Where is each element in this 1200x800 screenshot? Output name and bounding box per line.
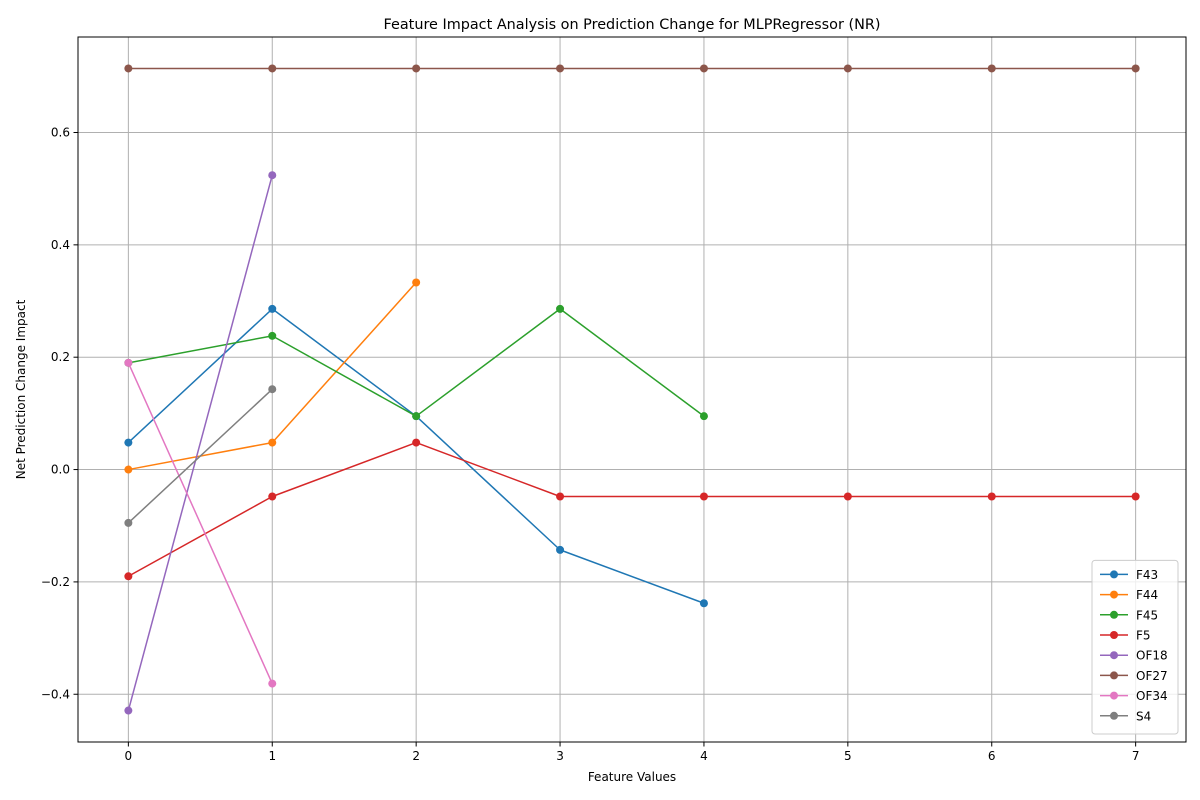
x-tick-label: 6 [988,749,996,763]
legend-marker-swatch [1110,610,1118,619]
data-point-f5 [1131,492,1140,501]
legend: F43 F44 F45 F5 OF18 OF27 OF34 S4 [1091,559,1179,735]
legend-entry: OF34 [1100,689,1168,703]
legend-label: F44 [1136,588,1158,602]
data-point-of27 [268,64,277,73]
data-point-f44 [412,278,421,287]
x-tick-label: 3 [556,749,564,763]
x-tick-label: 5 [844,749,852,763]
chart-title: Feature Impact Analysis on Prediction Ch… [384,17,881,33]
data-point-of18 [124,706,133,715]
legend-marker-swatch [1110,570,1118,579]
data-point-of34 [268,679,277,688]
data-point-f43 [268,304,277,313]
series-f5 [124,438,1140,581]
legend-entry: F45 [1100,608,1158,622]
data-point-f5 [268,492,277,501]
data-point-of34 [124,358,133,367]
data-point-s4 [124,518,133,527]
data-point-of27 [843,64,852,73]
series-line-of34 [127,361,274,685]
series-f44 [124,278,421,474]
grid-layer [78,37,1186,742]
series-s4 [124,385,277,527]
data-point-f5 [699,492,708,501]
legend-marker-swatch [1110,631,1118,639]
legend-entry: S4 [1100,709,1151,723]
data-point-of18 [268,171,277,180]
legend-label: OF34 [1136,689,1168,703]
x-tick-label: 0 [125,749,133,763]
data-point-f45 [412,412,421,421]
data-point-f43 [556,545,565,554]
legend-label: S4 [1136,709,1151,723]
series-line-s4 [127,388,274,524]
legend-entry: OF18 [1100,649,1168,663]
series-of18 [124,171,277,715]
data-point-f5 [556,492,565,501]
series-line-f5 [127,441,1137,578]
y-tick-label: −0.4 [41,687,70,701]
legend-label: OF18 [1136,649,1168,663]
data-point-of27 [556,64,565,73]
series-of34 [124,358,277,688]
y-tick-label: 0.2 [51,350,70,364]
legend-marker-swatch [1110,590,1118,599]
data-point-f44 [268,438,277,447]
data-point-of27 [1131,64,1140,73]
plot-frame [77,36,1187,743]
x-tick-label: 4 [700,749,708,763]
legend-box [1091,559,1179,735]
legend-entry: OF27 [1100,669,1168,683]
y-tick-label: 0.6 [51,125,70,139]
data-point-f5 [412,438,421,447]
data-point-f5 [124,572,133,581]
series-layer [124,64,1140,715]
legend-entry: F5 [1100,629,1151,643]
legend-marker-swatch [1110,671,1118,680]
series-of27 [124,64,1140,73]
x-tick-label: 2 [412,749,420,763]
data-point-of27 [987,64,996,73]
data-point-of27 [412,64,421,73]
legend-label: F45 [1136,608,1158,622]
data-point-f5 [843,492,852,501]
legend-entry: F44 [1100,588,1158,602]
data-point-s4 [268,385,277,394]
series-line-of18 [127,174,274,712]
y-tick-label: 0.0 [51,463,70,477]
data-point-f43 [124,438,133,447]
data-point-of27 [699,64,708,73]
x-tick-label: 1 [268,749,276,763]
data-point-f5 [987,492,996,501]
tick-layer: 0 1 2 3 4 5 6 7 −0.4 −0.2 0.0 0.2 0.4 0.6 [41,125,1140,763]
legend-marker-swatch [1110,711,1118,720]
legend-label: F5 [1136,629,1151,643]
y-axis-label: Net Prediction Change Impact [14,299,28,479]
data-point-f45 [699,412,708,421]
legend-marker-swatch [1110,691,1118,700]
legend-label: OF27 [1136,669,1168,683]
x-axis-label: Feature Values [588,770,676,784]
data-point-f45 [556,304,565,313]
y-tick-label: 0.4 [51,238,70,252]
data-point-f45 [268,331,277,340]
data-point-f44 [124,465,133,474]
x-tick-label: 7 [1132,749,1140,763]
data-point-of27 [124,64,133,73]
legend-marker-swatch [1110,651,1118,660]
legend-entry: F43 [1100,568,1158,582]
y-tick-label: −0.2 [41,575,70,589]
legend-label: F43 [1136,568,1158,582]
data-point-f43 [699,599,708,608]
